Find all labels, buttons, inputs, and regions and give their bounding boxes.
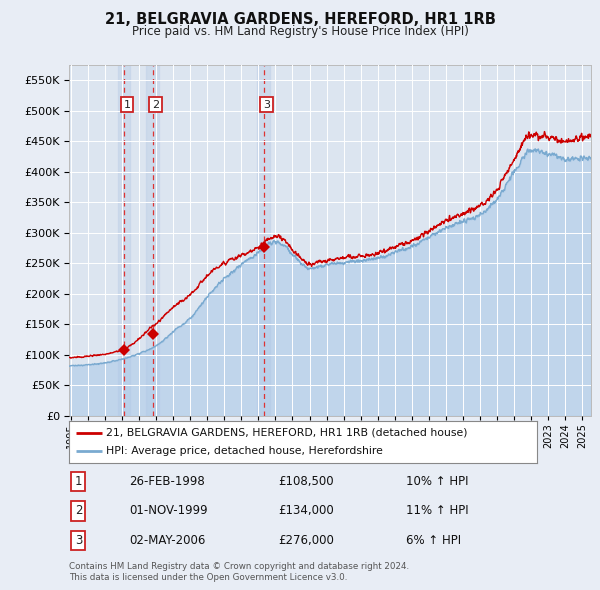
Text: 01-NOV-1999: 01-NOV-1999 — [129, 504, 208, 517]
Text: £134,000: £134,000 — [278, 504, 334, 517]
Bar — [146, 65, 159, 416]
Text: 21, BELGRAVIA GARDENS, HEREFORD, HR1 1RB: 21, BELGRAVIA GARDENS, HEREFORD, HR1 1RB — [104, 12, 496, 27]
Text: £276,000: £276,000 — [278, 534, 334, 547]
Bar — [257, 65, 270, 416]
Text: 11% ↑ HPI: 11% ↑ HPI — [406, 504, 469, 517]
Text: 1: 1 — [124, 100, 131, 110]
Text: 3: 3 — [75, 534, 82, 547]
Text: HPI: Average price, detached house, Herefordshire: HPI: Average price, detached house, Here… — [106, 446, 383, 456]
Text: 2: 2 — [152, 100, 159, 110]
Text: 26-FEB-1998: 26-FEB-1998 — [129, 475, 205, 488]
Text: 2: 2 — [74, 504, 82, 517]
Text: Price paid vs. HM Land Registry's House Price Index (HPI): Price paid vs. HM Land Registry's House … — [131, 25, 469, 38]
Text: £108,500: £108,500 — [278, 475, 334, 488]
Text: 3: 3 — [263, 100, 270, 110]
Bar — [118, 65, 130, 416]
Text: 10% ↑ HPI: 10% ↑ HPI — [406, 475, 468, 488]
Text: 21, BELGRAVIA GARDENS, HEREFORD, HR1 1RB (detached house): 21, BELGRAVIA GARDENS, HEREFORD, HR1 1RB… — [106, 428, 468, 438]
Text: Contains HM Land Registry data © Crown copyright and database right 2024.
This d: Contains HM Land Registry data © Crown c… — [69, 562, 409, 582]
Text: 1: 1 — [74, 475, 82, 488]
Text: 6% ↑ HPI: 6% ↑ HPI — [406, 534, 461, 547]
Text: 02-MAY-2006: 02-MAY-2006 — [129, 534, 205, 547]
